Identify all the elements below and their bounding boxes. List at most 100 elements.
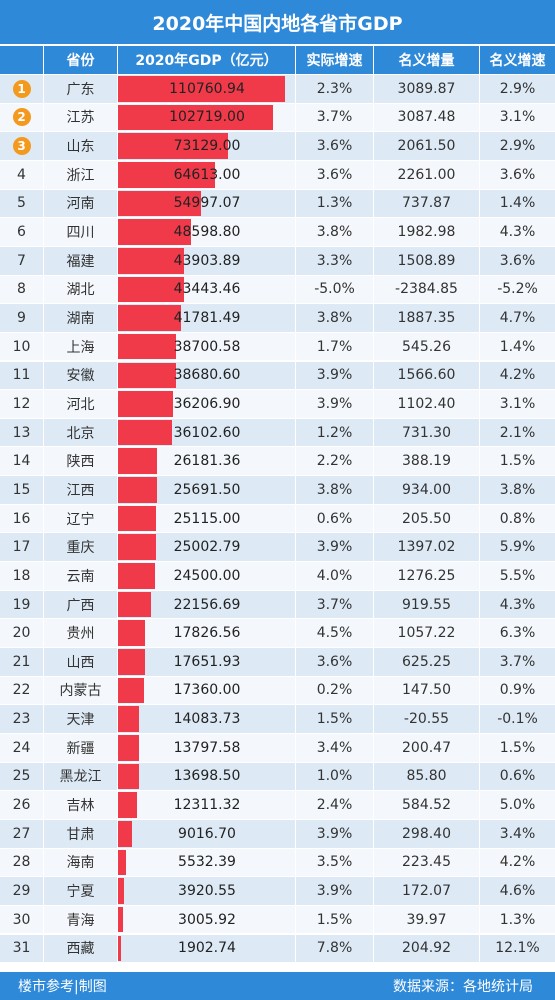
- gdp-value: 43443.46: [173, 281, 241, 298]
- nominal-growth-cell: 4.7%: [499, 310, 536, 326]
- table-row: 16 辽宁 25115.00 0.6% 205.50 0.8%: [0, 503, 555, 533]
- gdp-bar: [118, 534, 156, 561]
- gdp-bar: [118, 477, 157, 503]
- real-growth-cell: 3.8%: [296, 476, 374, 504]
- rank-cell: 3: [0, 132, 44, 160]
- rank-cell: 14: [0, 447, 44, 476]
- gdp-bar: [118, 305, 181, 331]
- nominal-increase-cell: 1057.22: [374, 619, 480, 647]
- gdp-value: 17651.93: [173, 653, 241, 670]
- nominal-growth-cell: 3.1%: [499, 395, 536, 412]
- nominal-growth-cell: 0.6%: [499, 768, 536, 785]
- rank-cell: 10: [0, 332, 44, 361]
- nominal-increase-cell: 172.07: [374, 877, 480, 905]
- footer-source: 数据来源：各地统计局: [393, 979, 533, 995]
- nominal-increase-cell: 545.26: [374, 332, 480, 361]
- province-cell: 新疆: [44, 733, 118, 762]
- gdp-bar: [118, 333, 177, 360]
- gdp-value: 13797.58: [173, 739, 241, 756]
- nominal-increase-cell: 934.00: [374, 476, 480, 504]
- province-cell: 甘肃: [44, 819, 118, 848]
- real-growth-cell: 3.5%: [296, 848, 374, 877]
- gdp-value: 22156.69: [173, 596, 241, 613]
- province-cell: 云南: [44, 562, 118, 590]
- province-cell: 湖北: [44, 275, 118, 304]
- table-row: 11 安徽 38680.60 3.9% 1566.60 4.2%: [0, 360, 555, 390]
- table-row: 2 江苏 102719.00 3.7% 3087.48 3.1%: [0, 102, 555, 132]
- real-growth-cell: 2.3%: [296, 75, 374, 103]
- rank-cell: 30: [0, 905, 44, 934]
- real-growth-cell: 0.2%: [296, 676, 374, 705]
- gdp-bar: [118, 706, 140, 732]
- province-cell: 湖南: [44, 304, 118, 332]
- province-cell: 陕西: [44, 447, 118, 476]
- gdp-cell: [118, 762, 296, 791]
- table-row: 14 陕西 26181.36 2.2% 388.19 1.5%: [0, 446, 555, 476]
- gdp-value: 1902.74: [178, 940, 236, 957]
- nominal-growth-cell: 4.2%: [499, 854, 536, 871]
- gdp-bar: [118, 763, 139, 790]
- table-row: 26 吉林 12311.32 2.4% 584.52 5.0%: [0, 790, 555, 819]
- table-row: 31 西藏 1902.74 7.8% 204.92 12.1%: [0, 933, 555, 963]
- table-row: 24 新疆 13797.58 3.4% 200.47 1.5%: [0, 732, 555, 762]
- nominal-increase-cell: 731.30: [374, 418, 480, 447]
- table-row: 8 湖北 43443.46 -5.0% -2384.85 -5.2%: [0, 274, 555, 304]
- nominal-increase-cell: 1508.89: [374, 246, 480, 275]
- table-row: 22 内蒙古 17360.00 0.2% 147.50 0.9%: [0, 675, 555, 705]
- gdp-cell: [118, 590, 296, 619]
- gdp-bar: [118, 247, 185, 274]
- nominal-increase-cell: 919.55: [374, 590, 480, 619]
- gdp-value: 26181.36: [173, 453, 241, 470]
- gdp-cell: [118, 819, 296, 848]
- rank-cell: 6: [0, 218, 44, 246]
- real-growth-cell: 0.6%: [296, 504, 374, 533]
- gdp-value: 48598.80: [173, 224, 241, 241]
- table-row: 29 宁夏 3920.55 3.9% 172.07 4.6%: [0, 876, 555, 905]
- table-row: 13 北京 36102.60 1.2% 731.30 2.1%: [0, 417, 555, 447]
- gdp-bar: [118, 935, 121, 962]
- nominal-increase-cell: 39.97: [374, 905, 480, 934]
- real-growth-cell: 3.7%: [296, 103, 374, 132]
- gdp-cell: [118, 304, 296, 332]
- nominal-growth-cell: 1.4%: [499, 195, 536, 212]
- nominal-growth-cell: 0.9%: [499, 682, 536, 699]
- real-growth-cell: 3.8%: [296, 218, 374, 246]
- province-cell: 广东: [44, 75, 118, 103]
- table-row: 3 山东 73129.00 3.6% 2061.50 2.9%: [0, 131, 555, 160]
- real-growth-cell: 3.4%: [296, 733, 374, 762]
- nominal-increase-cell: 584.52: [374, 791, 480, 819]
- province-cell: 辽宁: [44, 504, 118, 533]
- gdp-cell: [118, 218, 296, 246]
- province-cell: 河北: [44, 390, 118, 418]
- nominal-increase-cell: 3087.48: [374, 103, 480, 132]
- nominal-growth-cell: 3.4%: [499, 825, 536, 842]
- nominal-growth-cell: 4.6%: [499, 883, 536, 899]
- gdp-bar: [118, 649, 145, 675]
- real-growth-cell: 3.9%: [296, 533, 374, 562]
- gdp-cell: [118, 390, 296, 418]
- province-cell: 四川: [44, 218, 118, 246]
- rank-cell: 20: [0, 619, 44, 647]
- province-cell: 天津: [44, 705, 118, 733]
- nominal-growth-cell: 0.8%: [499, 510, 536, 527]
- table-row: 23 天津 14083.73 1.5% -20.55 -0.1%: [0, 704, 555, 733]
- nominal-increase-cell: 737.87: [374, 189, 480, 218]
- gdp-bar: [118, 276, 184, 303]
- table-row: 6 四川 48598.80 3.8% 1982.98 4.3%: [0, 217, 555, 246]
- footer-credit: 楼市参考|制图: [18, 979, 107, 995]
- nominal-increase-cell: 1397.02: [374, 533, 480, 562]
- gdp-bar: [118, 391, 173, 417]
- gdp-value: 73129.00: [173, 138, 241, 155]
- rank-cell: 28: [0, 848, 44, 877]
- province-cell: 江西: [44, 476, 118, 504]
- gdp-value: 43903.89: [173, 252, 241, 269]
- gdp-cell: [118, 418, 296, 447]
- gdp-value: 38700.58: [173, 338, 241, 355]
- gdp-cell: [118, 533, 296, 562]
- gdp-bar: [118, 76, 285, 102]
- nominal-growth-cell: 6.3%: [499, 625, 536, 642]
- gdp-bar: [118, 448, 158, 475]
- nominal-growth-cell: 12.1%: [495, 940, 540, 957]
- gdp-bar: [118, 820, 132, 847]
- nominal-increase-cell: 1982.98: [374, 218, 480, 246]
